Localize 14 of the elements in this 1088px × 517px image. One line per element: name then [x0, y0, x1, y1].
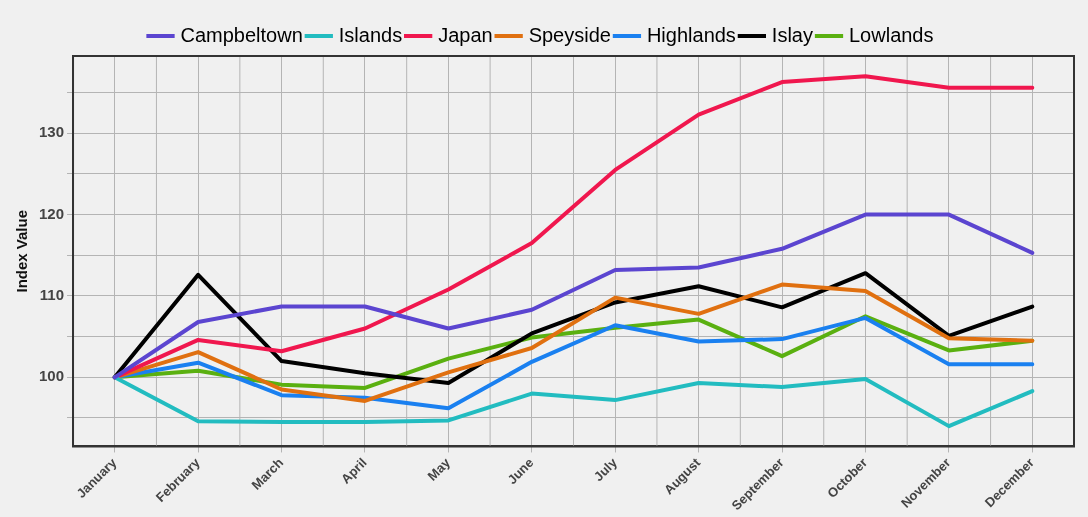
- y-tick-label: 130: [39, 123, 65, 141]
- legend-label: Highlands: [646, 23, 736, 46]
- legend-label: Islands: [338, 23, 403, 46]
- y-tick-label: 120: [39, 204, 65, 222]
- y-tick-label: 100: [39, 367, 65, 385]
- legend-label: Japan: [438, 23, 493, 46]
- y-tick-label: 110: [39, 286, 65, 304]
- legend-label: Speyside: [528, 23, 611, 46]
- legend-label: Islay: [771, 23, 813, 46]
- legend-label: Lowlands: [848, 23, 934, 46]
- x-tick-label: May: [424, 454, 454, 484]
- legend-label: Campbeltown: [180, 23, 303, 46]
- y-axis-title: Index Value: [13, 209, 31, 293]
- x-tick-label: July: [590, 454, 621, 485]
